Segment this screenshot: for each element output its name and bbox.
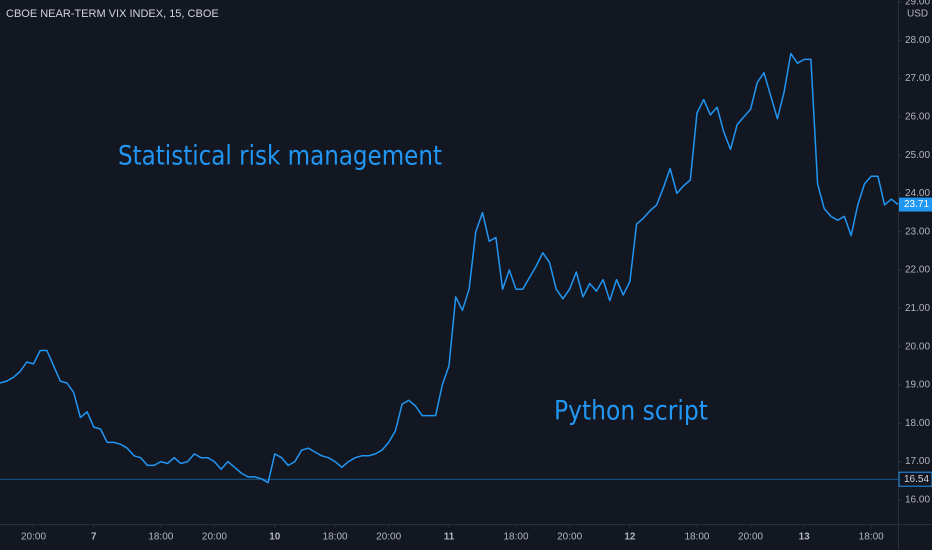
y-tick-label: 23.00 [905, 226, 930, 237]
y-tick-label: 20.00 [905, 341, 930, 352]
y-tick-label: 24.00 [905, 188, 930, 199]
x-tick-label: 7 [91, 532, 97, 543]
y-tick-label: 21.00 [905, 303, 930, 314]
price-line [0, 52, 899, 484]
x-tick-label: 20:00 [21, 532, 46, 543]
x-tick-label: 20:00 [376, 532, 401, 543]
x-tick-label: 18:00 [148, 532, 173, 543]
y-tick-label: 22.00 [905, 265, 930, 276]
x-tick-label: 10 [269, 532, 281, 543]
y-tick-label: 16.00 [905, 495, 930, 506]
x-tick-label: 13 [799, 532, 811, 543]
x-tick-label: 18:00 [684, 532, 709, 543]
x-tick-label: 20:00 [738, 532, 763, 543]
x-tick-label: 20:00 [202, 532, 227, 543]
last-value-label: 23.71 [904, 199, 929, 210]
y-tick-label: 25.00 [905, 150, 930, 161]
y-tick-label: 26.00 [905, 111, 930, 122]
y-tick-label: 17.00 [905, 456, 930, 467]
last-value-box [899, 197, 932, 212]
price-label: 16.54 [904, 474, 929, 485]
x-tick-label: 18:00 [859, 532, 884, 543]
annotation: Statistical risk management [118, 141, 442, 172]
price-label-box [898, 471, 932, 487]
y-tick-label: 29.00 [905, 0, 930, 8]
y-tick-label: 27.00 [905, 73, 930, 84]
x-tick-label: 12 [624, 532, 636, 543]
chart-title: CBOE NEAR-TERM VIX INDEX, 15, CBOE [6, 8, 219, 20]
x-tick-label: 11 [444, 532, 455, 543]
y-tick-label: 19.00 [905, 380, 930, 391]
y-tick-label: 18.00 [905, 418, 930, 429]
x-tick-label: 18:00 [323, 532, 348, 543]
unit-label: USD [907, 9, 928, 20]
y-tick-label: 28.00 [905, 35, 930, 46]
annotation: Python script [554, 396, 708, 427]
x-tick-label: 20:00 [557, 532, 582, 543]
x-tick-label: 18:00 [503, 532, 528, 543]
